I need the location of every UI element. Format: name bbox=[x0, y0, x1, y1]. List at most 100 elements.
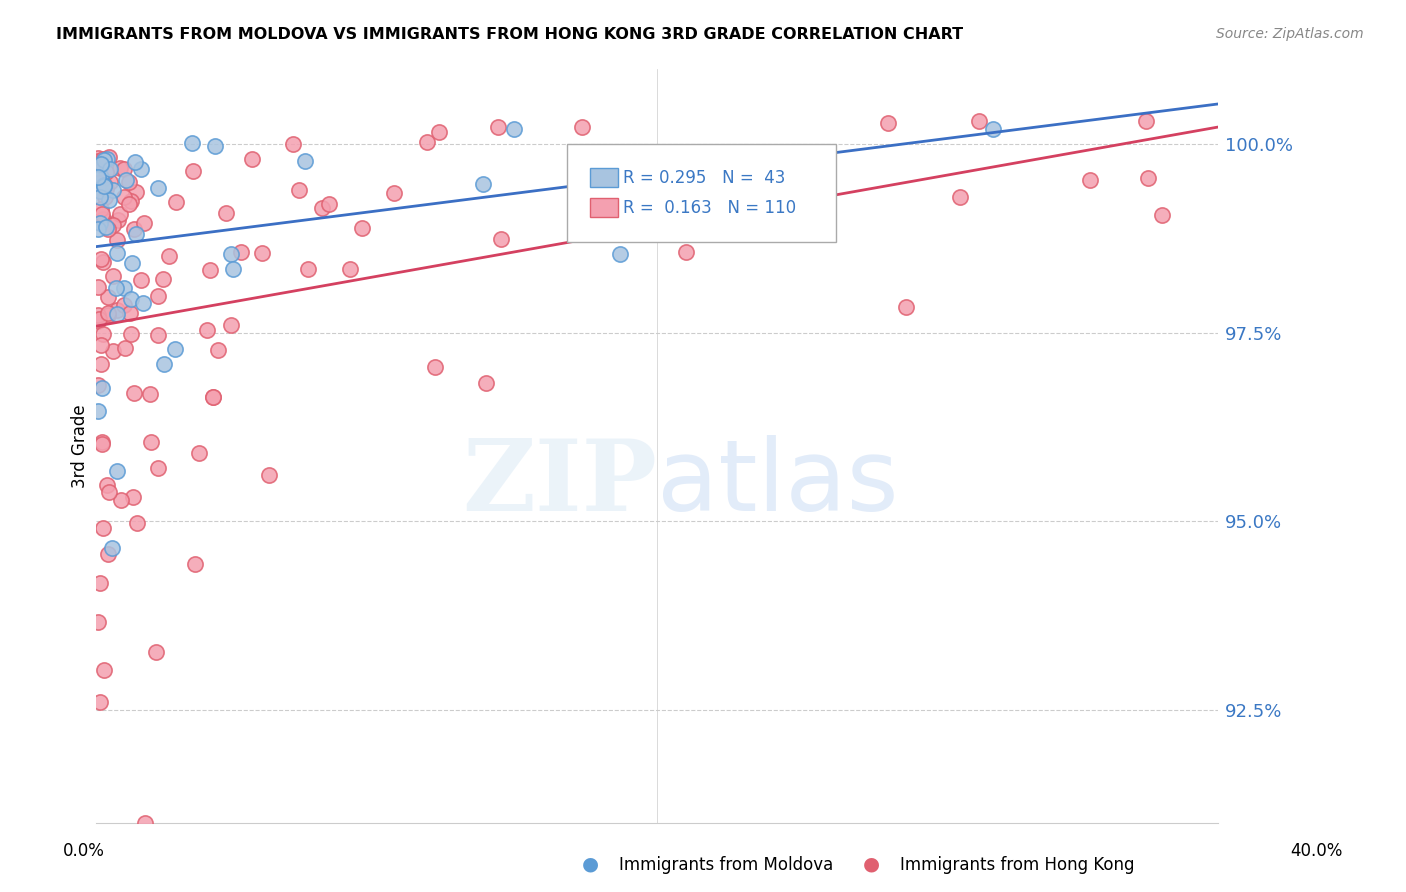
Point bbox=[101, 184, 124, 198]
Point bbox=[86, 170, 108, 185]
Point bbox=[89, 184, 111, 198]
Point bbox=[219, 247, 242, 261]
Text: Source: ZipAtlas.com: Source: ZipAtlas.com bbox=[1216, 27, 1364, 41]
Point bbox=[486, 120, 509, 134]
Point bbox=[181, 136, 204, 150]
Point bbox=[94, 165, 117, 179]
Point bbox=[90, 202, 112, 217]
Point bbox=[97, 290, 120, 304]
Point bbox=[97, 222, 120, 236]
Point bbox=[93, 179, 115, 194]
Point bbox=[91, 327, 114, 342]
Point bbox=[350, 221, 373, 235]
Point bbox=[118, 175, 141, 189]
Point bbox=[86, 153, 108, 168]
Point bbox=[96, 152, 118, 166]
Point bbox=[103, 343, 125, 358]
Point bbox=[105, 281, 128, 295]
Point bbox=[90, 337, 112, 351]
Point bbox=[90, 381, 112, 395]
Point bbox=[201, 390, 224, 404]
Point bbox=[103, 268, 125, 283]
Point bbox=[231, 245, 253, 260]
Point bbox=[146, 288, 169, 302]
Point bbox=[489, 232, 512, 246]
Point bbox=[114, 173, 136, 187]
Point bbox=[101, 541, 124, 555]
Point bbox=[125, 185, 148, 199]
Point bbox=[90, 169, 112, 184]
Point bbox=[98, 176, 121, 190]
Text: 40.0%: 40.0% bbox=[1291, 842, 1343, 860]
Point bbox=[91, 152, 114, 166]
Point bbox=[609, 247, 631, 261]
Point bbox=[118, 305, 141, 319]
Point bbox=[91, 521, 114, 535]
Point bbox=[152, 357, 174, 371]
Point bbox=[472, 178, 495, 192]
Text: Immigrants from Moldova: Immigrants from Moldova bbox=[619, 855, 832, 873]
Point bbox=[318, 196, 340, 211]
Point bbox=[120, 292, 142, 306]
Point bbox=[475, 376, 498, 391]
Point bbox=[94, 182, 117, 196]
Point bbox=[257, 467, 280, 482]
Point bbox=[93, 178, 115, 192]
Point bbox=[120, 194, 142, 208]
Point bbox=[204, 138, 226, 153]
Point bbox=[288, 183, 311, 197]
Point bbox=[86, 222, 108, 236]
Point bbox=[91, 435, 114, 450]
Point bbox=[86, 404, 108, 418]
Point bbox=[105, 233, 128, 247]
Point bbox=[221, 262, 243, 277]
Point bbox=[89, 575, 111, 590]
Point bbox=[121, 256, 143, 270]
Point bbox=[110, 493, 132, 508]
Text: R =  0.163   N = 110: R = 0.163 N = 110 bbox=[623, 199, 796, 217]
Point bbox=[94, 178, 117, 193]
Point bbox=[107, 213, 129, 227]
Point bbox=[207, 343, 229, 357]
Point bbox=[215, 205, 238, 219]
Text: ●: ● bbox=[863, 855, 880, 873]
Point bbox=[91, 255, 114, 269]
Point bbox=[969, 114, 991, 128]
Point bbox=[311, 201, 333, 215]
Bar bbox=[589, 169, 617, 187]
Text: 0.0%: 0.0% bbox=[63, 842, 105, 860]
Point bbox=[134, 816, 156, 830]
Point bbox=[97, 305, 120, 319]
Bar bbox=[589, 198, 617, 218]
Point bbox=[503, 122, 526, 136]
Point bbox=[98, 162, 121, 177]
Point bbox=[112, 281, 135, 295]
Point bbox=[89, 216, 111, 230]
Point bbox=[129, 161, 152, 176]
Point bbox=[91, 437, 114, 451]
Point bbox=[86, 308, 108, 322]
Point bbox=[87, 378, 110, 392]
Point bbox=[202, 391, 225, 405]
Point bbox=[148, 181, 170, 195]
Point bbox=[87, 279, 110, 293]
Point bbox=[112, 298, 135, 312]
Point bbox=[87, 151, 110, 165]
Point bbox=[219, 318, 242, 333]
Point bbox=[90, 252, 112, 266]
Point bbox=[90, 158, 112, 172]
Point bbox=[86, 314, 108, 328]
Point bbox=[94, 190, 117, 204]
Point bbox=[86, 177, 108, 191]
Point bbox=[163, 342, 186, 356]
Point bbox=[90, 207, 112, 221]
Point bbox=[89, 190, 111, 204]
Point bbox=[124, 385, 146, 400]
Point bbox=[129, 273, 152, 287]
Point bbox=[877, 116, 900, 130]
Text: ●: ● bbox=[582, 855, 599, 873]
Point bbox=[240, 152, 263, 166]
Point bbox=[252, 245, 274, 260]
Point bbox=[157, 249, 180, 263]
Point bbox=[105, 464, 128, 478]
